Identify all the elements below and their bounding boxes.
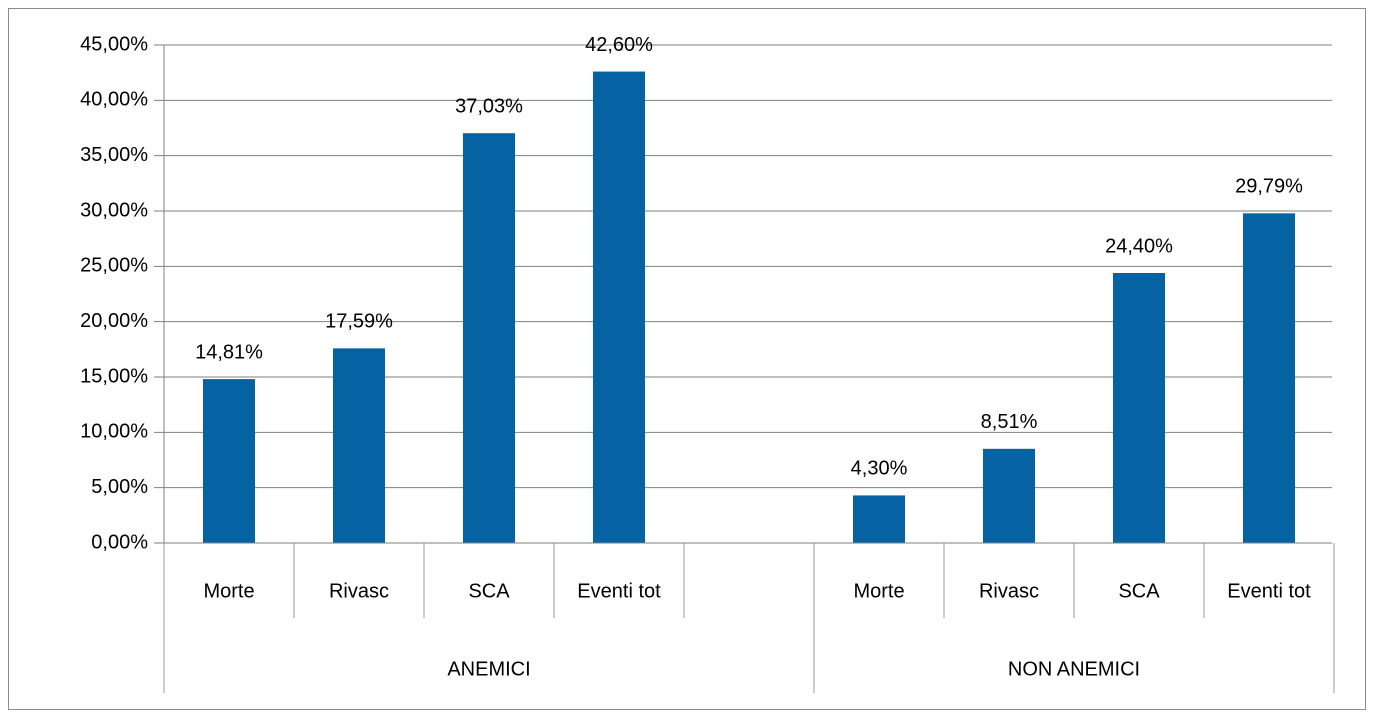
value-label: 4,30% (851, 458, 908, 480)
x-tick-label: Morte (853, 580, 904, 602)
y-tick-label: 10,00% (80, 421, 148, 443)
x-tick-label: Eventi tot (1227, 580, 1311, 602)
value-label: 24,40% (1105, 235, 1173, 257)
x-tick-label: SCA (468, 580, 510, 602)
y-tick-label: 40,00% (80, 89, 148, 111)
bar (593, 71, 645, 543)
value-label: 29,79% (1235, 176, 1303, 198)
value-label: 8,51% (981, 411, 1038, 433)
y-tick-label: 20,00% (80, 310, 148, 332)
y-tick-label: 30,00% (80, 199, 148, 221)
y-tick-label: 45,00% (80, 33, 148, 55)
value-label: 37,03% (455, 95, 523, 117)
value-label: 42,60% (585, 34, 653, 56)
y-tick-label: 5,00% (91, 476, 148, 498)
bar (983, 448, 1035, 543)
x-tick-label: Rivasc (329, 580, 389, 602)
bar (1243, 213, 1295, 543)
y-tick-label: 0,00% (91, 531, 148, 553)
bar (333, 348, 385, 543)
x-tick-label: Morte (203, 580, 254, 602)
bar (1113, 272, 1165, 543)
y-tick-label: 15,00% (80, 365, 148, 387)
group-label: ANEMICI (447, 658, 530, 680)
x-tick-label: Rivasc (979, 580, 1039, 602)
bar (203, 379, 255, 543)
value-label: 14,81% (195, 341, 263, 363)
value-label: 17,59% (325, 311, 393, 333)
chart-frame (8, 8, 1366, 710)
bar (463, 133, 515, 543)
x-tick-label: Eventi tot (577, 580, 661, 602)
x-tick-label: SCA (1118, 580, 1160, 602)
y-tick-label: 25,00% (80, 255, 148, 277)
bar (853, 495, 905, 543)
y-tick-label: 35,00% (80, 144, 148, 166)
group-label: NON ANEMICI (1008, 658, 1140, 680)
